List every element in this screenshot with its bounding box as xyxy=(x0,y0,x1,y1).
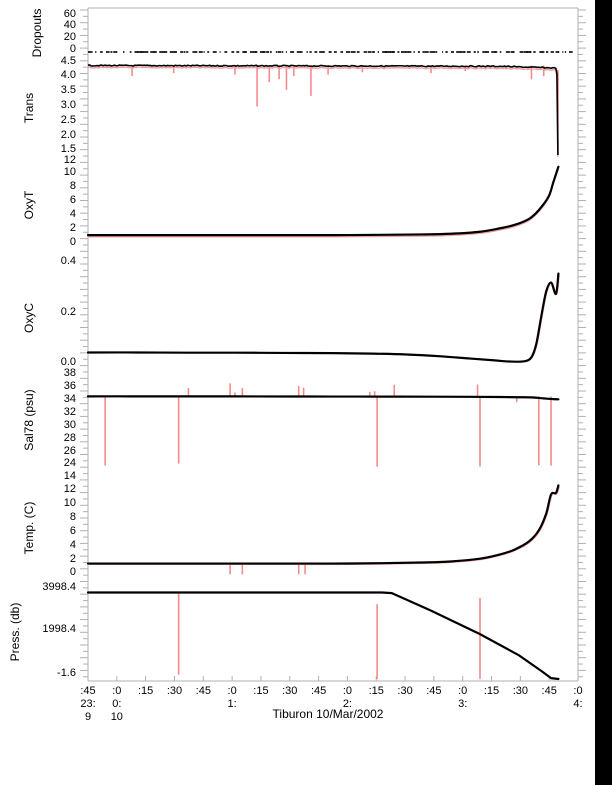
ytick-oxyc-0.4: 0.4 xyxy=(61,255,76,267)
y-axis-titles: Dropouts Trans OxyT OxyC Sal78 (psu) Tem… xyxy=(8,9,44,662)
ytick-sal-36: 36 xyxy=(64,380,76,392)
xtick-day-1: 10 xyxy=(111,711,123,723)
xtick-minute-0: :45 xyxy=(80,685,95,697)
series-temp xyxy=(86,484,560,575)
ytick-sal-34: 34 xyxy=(64,393,76,405)
ytick-temp-10: 10 xyxy=(64,497,76,509)
xtick-minute-15: :30 xyxy=(513,685,528,697)
xtick-minute-7: :30 xyxy=(282,685,297,697)
ytick-temp-0: 0 xyxy=(70,566,76,578)
xtick-hour-1: 0: xyxy=(112,698,121,710)
xtick-minute-13: :0 xyxy=(458,685,467,697)
ytick-oxyt-2: 2 xyxy=(70,222,76,234)
ytick-sal-30: 30 xyxy=(64,419,76,431)
ytick-temp-2: 2 xyxy=(70,553,76,565)
ytick-sal-28: 28 xyxy=(64,432,76,444)
right-tick-ladder xyxy=(578,9,586,678)
ytick-oxyt-4: 4 xyxy=(70,208,76,220)
x-axis-labels: :45 :0 :15 :30 :45 :0 :15 :30 :45 :0 :15 :30 :45 :0 :1… xyxy=(80,685,582,723)
xtick-hour-17: 4: xyxy=(573,698,582,710)
axis-label-oxyt: OxyT xyxy=(22,190,36,219)
ytick-trans-3.0: 3.0 xyxy=(61,99,76,111)
xtick-minute-17: :0 xyxy=(573,685,582,697)
ytick-oxyt-12: 12 xyxy=(64,154,76,166)
xtick-minute-16: :45 xyxy=(542,685,557,697)
ytick-dropouts-20: 20 xyxy=(64,31,76,43)
xtick-hour-0: 23: xyxy=(80,698,95,710)
ytick-temp-8: 8 xyxy=(70,511,76,523)
series-oxyc xyxy=(86,272,560,363)
axis-label-press: Press. (db) xyxy=(8,603,22,662)
xtick-hour-9: 2: xyxy=(343,698,352,710)
ytick-sal-38: 38 xyxy=(64,367,76,379)
ytick-dropouts-40: 40 xyxy=(64,19,76,31)
ytick-temp-6: 6 xyxy=(70,525,76,537)
ytick-oxyt-10: 10 xyxy=(64,166,76,178)
axis-label-temp: Temp. (C) xyxy=(22,502,36,555)
ytick-dropouts-0: 0 xyxy=(70,43,76,55)
ytick-oxyt-0: 0 xyxy=(70,236,76,248)
xtick-minute-5: :0 xyxy=(228,685,237,697)
xtick-minute-9: :0 xyxy=(343,685,352,697)
ytick-oxyc-0.0: 0.0 xyxy=(61,356,76,368)
axis-label-sal78: Sal78 (psu) xyxy=(22,389,36,450)
ytick-press-3998.4: 3998.4 xyxy=(42,581,76,593)
figure-title: Tiburon 10/Mar/2002 xyxy=(273,707,384,721)
ytick-sal-26: 26 xyxy=(64,445,76,457)
y-axis-labels: 60 40 20 0 4.5 4.0 3.5 3.0 2.5 2.0 1.5 1… xyxy=(42,8,76,679)
ytick-trans-4.0: 4.0 xyxy=(61,69,76,81)
ytick-trans-1.5: 1.5 xyxy=(61,143,76,155)
ytick-temp-12: 12 xyxy=(64,483,76,495)
xtick-day-0: 9 xyxy=(85,711,91,723)
ytick-trans-2.0: 2.0 xyxy=(61,129,76,141)
ytick-temp-4: 4 xyxy=(70,539,76,551)
ytick-sal-32: 32 xyxy=(64,406,76,418)
left-tick-ladder xyxy=(80,8,89,681)
series-trans xyxy=(87,64,559,158)
xtick-minute-14: :15 xyxy=(484,685,499,697)
ytick-dropouts-60: 60 xyxy=(64,8,76,20)
ytick-temp-14: 14 xyxy=(64,470,76,482)
ytick-press--1.6: -1.6 xyxy=(57,667,76,679)
ytick-oxyt-8: 8 xyxy=(70,180,76,192)
xtick-minute-8: :45 xyxy=(311,685,326,697)
ytick-press-1998.4: 1998.4 xyxy=(42,623,76,635)
xtick-minute-1: :0 xyxy=(112,685,121,697)
xtick-minute-4: :45 xyxy=(196,685,211,697)
xtick-minute-10: :15 xyxy=(369,685,384,697)
plot-frame xyxy=(88,7,579,682)
ytick-trans-2.5: 2.5 xyxy=(61,114,76,126)
ytick-sal-24: 24 xyxy=(64,457,76,469)
ytick-oxyt-6: 6 xyxy=(70,194,76,206)
series-sal78 xyxy=(86,383,560,467)
axis-label-oxyc: OxyC xyxy=(22,303,36,333)
xtick-minute-6: :15 xyxy=(253,685,268,697)
x-axis-ticks xyxy=(87,676,579,681)
xtick-minute-3: :30 xyxy=(167,685,182,697)
xtick-minute-11: :30 xyxy=(397,685,412,697)
axis-label-trans: Trans xyxy=(22,93,36,123)
right-margin-bar xyxy=(595,0,612,785)
xtick-minute-2: :15 xyxy=(138,685,153,697)
series-oxyt xyxy=(86,165,560,238)
ytick-oxyc-0.2: 0.2 xyxy=(61,306,76,318)
axis-label-dropouts: Dropouts xyxy=(30,9,44,58)
series-press xyxy=(86,591,560,681)
xtick-hour-13: 3: xyxy=(458,698,467,710)
ytick-trans-4.5: 4.5 xyxy=(61,55,76,67)
ytick-trans-3.5: 3.5 xyxy=(61,84,76,96)
xtick-hour-5: 1: xyxy=(228,698,237,710)
xtick-minute-12: :45 xyxy=(426,685,441,697)
